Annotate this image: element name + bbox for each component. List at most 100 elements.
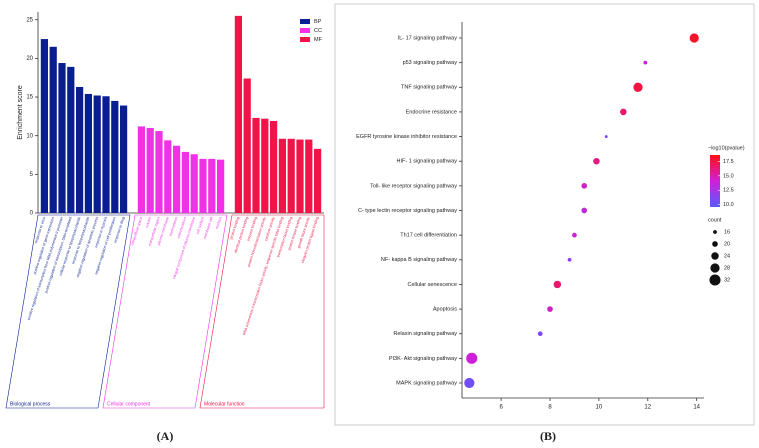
- group-box: [199, 214, 325, 409]
- x-tick-label: 8: [548, 405, 552, 411]
- x-tick-label: nucleoplasm: [168, 216, 178, 236]
- y-tick-label: Relaxin signaling pathway: [393, 331, 457, 337]
- bar: [49, 46, 57, 214]
- colorbar-title: −log10(pvalue): [708, 145, 745, 151]
- y-tick-label: C- type lectin receptor signaling pathwa…: [358, 208, 457, 214]
- x-tick-label: mitochondrion: [176, 216, 187, 239]
- y-tick-label: Endocrine resistance: [406, 109, 457, 115]
- legend-label: BP: [314, 19, 322, 25]
- x-tick-label: protein binding: [229, 216, 240, 240]
- size-legend-dot: [710, 263, 720, 273]
- group-label: Molecular function: [204, 401, 245, 407]
- colorbar: [710, 155, 720, 207]
- bar: [67, 66, 75, 213]
- bar: [111, 100, 119, 213]
- bar: [296, 139, 304, 213]
- bar: [287, 138, 295, 213]
- colorbar-label: 10.0: [723, 202, 734, 208]
- legend-swatch: [300, 37, 310, 42]
- bar: [58, 63, 66, 214]
- bar: [190, 154, 198, 213]
- bar: [278, 138, 286, 213]
- y-tick-label: 15: [26, 95, 33, 101]
- y-tick-label: 0: [30, 211, 34, 217]
- bar: [173, 145, 181, 213]
- size-legend-label: 28: [724, 265, 730, 271]
- bubble: [572, 232, 577, 238]
- y-tick-label: EGFR tyrosine kinase inhibitor resistanc…: [356, 134, 457, 140]
- bubble: [567, 257, 572, 262]
- bubble: [604, 135, 608, 139]
- bar: [164, 140, 172, 213]
- bar: [102, 96, 110, 213]
- bubble: [593, 157, 600, 165]
- x-tick-label: 6: [499, 405, 503, 411]
- bar: [76, 86, 84, 213]
- size-legend-dot: [709, 274, 721, 286]
- bar: [40, 39, 48, 213]
- colorbar-label: 17.5: [723, 159, 734, 165]
- colorbar-label: 12.5: [723, 188, 734, 194]
- size-legend-label: 16: [724, 229, 730, 235]
- y-tick-label: TNF signaling pathway: [401, 85, 457, 91]
- bar: [243, 78, 251, 213]
- size-legend-dot: [713, 230, 717, 234]
- x-tick-label: 12: [644, 405, 651, 411]
- group-label: Cellular component: [107, 401, 151, 407]
- bubble: [464, 377, 475, 389]
- bar: [93, 95, 101, 213]
- y-tick-label: Apoptosis: [433, 307, 457, 313]
- y-tick-label: 25: [26, 17, 33, 23]
- size-legend-dot: [712, 241, 718, 247]
- bar: [305, 139, 313, 213]
- bubble: [643, 60, 648, 65]
- bar: [234, 15, 242, 213]
- bar: [314, 148, 322, 213]
- legend-swatch: [300, 28, 310, 33]
- bubble: [553, 280, 562, 289]
- caption: (B): [540, 429, 556, 443]
- y-axis-label: Enrichment score: [17, 85, 24, 140]
- size-legend-label: 24: [724, 253, 730, 259]
- y-tick-label: Th17 cell differentiation: [400, 233, 457, 239]
- bar: [146, 127, 154, 213]
- bubble: [689, 33, 699, 43]
- y-tick-label: NF- kappa B signaling pathway: [381, 257, 457, 263]
- bar: [261, 118, 269, 213]
- bar: [270, 121, 278, 213]
- y-tick-label: 20: [26, 56, 33, 62]
- x-tick-label: nucleus: [215, 216, 223, 229]
- colorbar-label: 15.0: [723, 173, 734, 179]
- y-tick-label: 10: [26, 133, 33, 139]
- caption: (A): [157, 429, 174, 443]
- bar: [217, 159, 225, 213]
- size-legend-title: count: [708, 217, 722, 223]
- group-box: [5, 214, 131, 409]
- bar: [252, 117, 260, 213]
- bar: [181, 151, 189, 213]
- bubble: [620, 108, 627, 116]
- bar: [120, 105, 128, 213]
- bubble: [547, 306, 553, 312]
- y-tick-label: Cellular senescence: [407, 282, 457, 288]
- x-tick-label: 10: [596, 405, 603, 411]
- bubble: [466, 352, 478, 364]
- bar: [208, 158, 216, 213]
- y-tick-label: Toll- like receptor signaling pathway: [370, 183, 457, 189]
- x-tick-label: membrane raft: [203, 216, 214, 239]
- y-tick-label: PI3K- Akt signaling pathway: [389, 356, 457, 362]
- legend-label: CC: [314, 28, 322, 34]
- size-legend-dot: [711, 252, 719, 260]
- y-tick-label: IL- 17 signaling pathway: [398, 35, 458, 41]
- group-box: [102, 214, 228, 409]
- bar: [155, 131, 163, 213]
- bubble: [581, 207, 588, 214]
- x-tick-label: cytokine activity: [264, 216, 276, 241]
- legend-swatch: [300, 19, 310, 24]
- y-tick-label: 5: [30, 172, 34, 178]
- y-tick-label: HIF- 1 signaling pathway: [396, 159, 457, 165]
- x-tick-label: enzyme binding: [246, 216, 258, 241]
- size-legend-label: 32: [724, 277, 730, 283]
- bar: [84, 93, 92, 213]
